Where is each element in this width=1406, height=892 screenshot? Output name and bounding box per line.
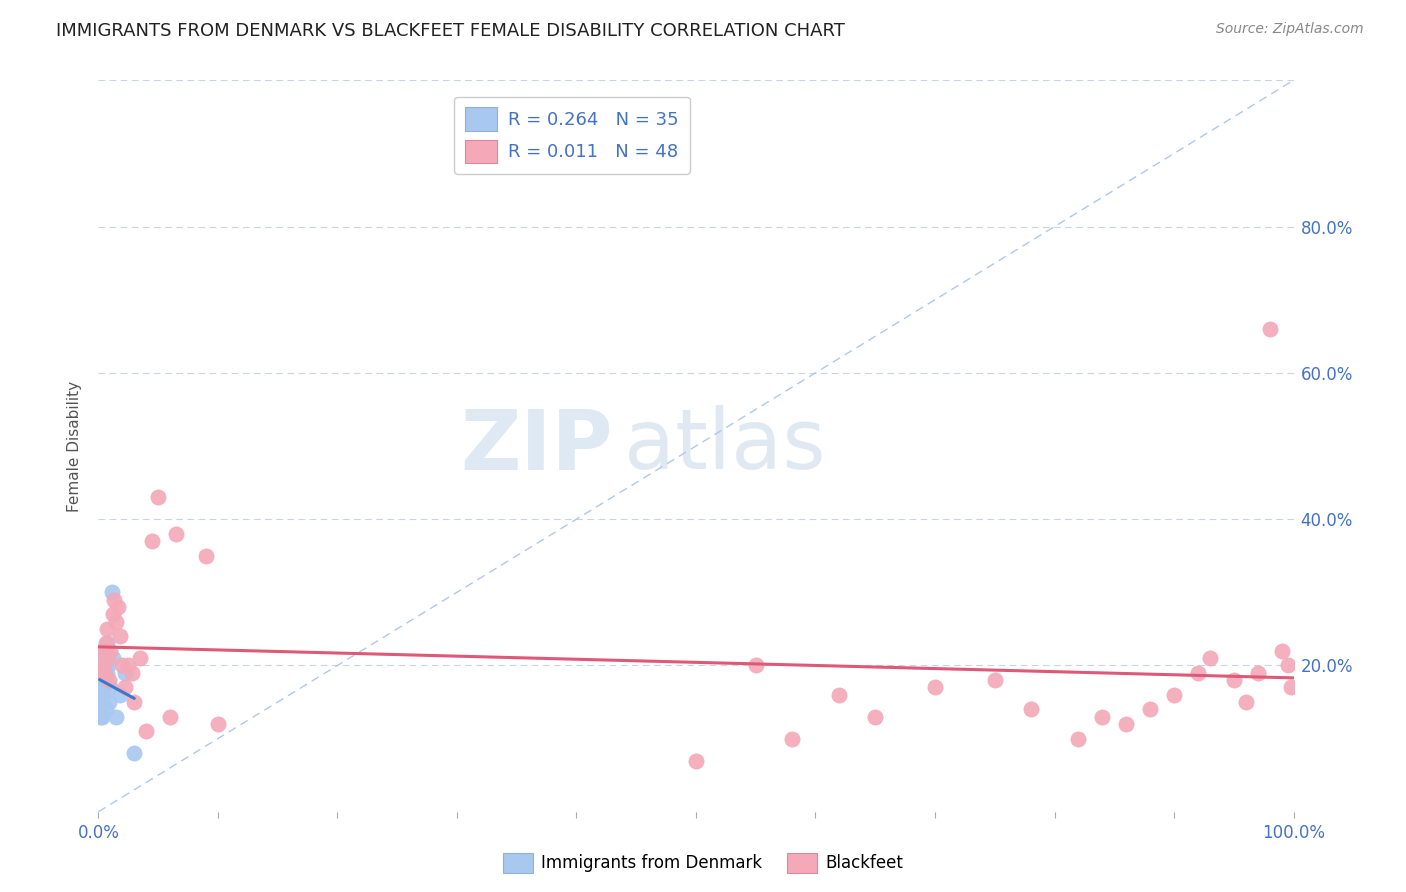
Point [98,644,122,658]
Point [89,673,111,687]
Point [89,702,111,716]
Point [924,681,946,695]
Legend: R = 0.264   N = 35, R = 0.011   N = 48: R = 0.264 N = 35, R = 0.011 N = 48 [454,96,690,174]
Point [108,629,131,643]
Point [1067,731,1090,746]
Point [89,681,111,695]
Point [91,695,114,709]
Point [91,658,114,673]
Point [105,709,128,723]
Point [93,681,115,695]
Point [1279,681,1302,695]
Text: ZIP: ZIP [460,406,613,486]
Point [984,673,1007,687]
Point [865,709,887,723]
Point [96,636,118,650]
Point [1247,665,1270,680]
Point [100,585,122,599]
Point [91,658,114,673]
Point [1139,702,1161,716]
Point [1091,709,1114,723]
Point [91,665,114,680]
Point [98,673,121,687]
Point [1258,322,1281,336]
Point [745,658,768,673]
Point [89,688,111,702]
Point [1223,673,1246,687]
Point [1019,702,1042,716]
Point [94,702,117,716]
Point [97,658,120,673]
Point [124,746,146,760]
Point [114,681,136,695]
Point [91,644,114,658]
Y-axis label: Female Disability: Female Disability [67,380,83,512]
Point [91,644,114,658]
Point [105,615,128,629]
Point [135,724,157,739]
Point [1271,644,1294,658]
Point [94,673,117,687]
Point [89,695,111,709]
Point [207,717,229,731]
Point [1163,688,1185,702]
Point [98,695,121,709]
Point [90,688,112,702]
Point [1199,651,1222,665]
Point [90,651,112,665]
Point [1115,717,1137,731]
Point [96,665,118,680]
Point [98,681,122,695]
Point [93,651,115,665]
Legend: Immigrants from Denmark, Blackfeet: Immigrants from Denmark, Blackfeet [496,847,910,880]
Point [91,688,114,702]
Point [108,688,131,702]
Text: atlas: atlas [624,406,825,486]
Point [141,534,163,549]
Point [828,688,851,702]
Point [91,681,114,695]
Point [101,651,124,665]
Point [101,607,124,622]
Text: IMMIGRANTS FROM DENMARK VS BLACKFEET FEMALE DISABILITY CORRELATION CHART: IMMIGRANTS FROM DENMARK VS BLACKFEET FEM… [56,22,845,40]
Point [148,490,170,504]
Point [97,651,120,665]
Point [129,651,152,665]
Point [1277,658,1299,673]
Point [93,665,115,680]
Point [90,673,112,687]
Point [91,709,114,723]
Point [89,709,111,723]
Point [121,665,143,680]
Point [1234,695,1257,709]
Point [94,644,117,658]
Point [94,636,117,650]
Point [107,599,129,614]
Point [90,665,112,680]
Point [117,658,139,673]
Point [165,526,187,541]
Point [90,702,112,716]
Point [159,709,181,723]
Point [111,658,134,673]
Point [124,695,146,709]
Point [685,754,707,768]
Text: Source: ZipAtlas.com: Source: ZipAtlas.com [1216,22,1364,37]
Point [89,658,111,673]
Point [114,665,136,680]
Point [195,549,218,563]
Point [103,592,125,607]
Point [1187,665,1209,680]
Point [96,622,118,636]
Point [780,731,803,746]
